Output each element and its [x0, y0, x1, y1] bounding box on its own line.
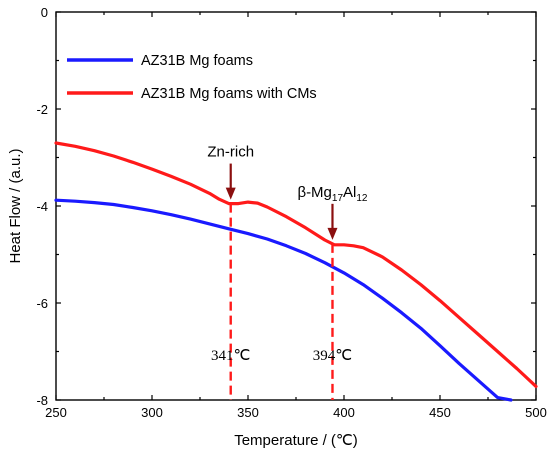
- temp-label-2: 394℃: [313, 348, 352, 364]
- annotation-label-2: β-Mg17Al12: [297, 184, 367, 204]
- y-axis-title: Heat Flow / (a.u.): [7, 148, 24, 263]
- x-tick-label: 300: [141, 405, 163, 420]
- x-tick-label: 350: [237, 405, 259, 420]
- y-tick-label: -6: [36, 296, 48, 311]
- arrow-head-2: [327, 227, 338, 240]
- x-axis-title: Temperature / (℃): [234, 432, 358, 449]
- annotations: Zn-rich 341℃ β-Mg17Al12 394℃: [207, 144, 368, 400]
- x-tick-label: 400: [333, 405, 355, 420]
- series-line-2: [54, 141, 538, 388]
- y-tick-label: -2: [36, 102, 48, 117]
- legend-label-2: AZ31B Mg foams with CMs: [141, 86, 317, 102]
- annotation-label-1: Zn-rich: [207, 144, 254, 161]
- subscript: 17: [332, 193, 344, 204]
- y-tick-label: -8: [36, 393, 48, 408]
- formula-text: β-Mg: [297, 184, 331, 201]
- x-tick-label: 500: [525, 405, 547, 420]
- x-tick-label: 450: [429, 405, 451, 420]
- y-tick-label: 0: [41, 5, 48, 20]
- formula-text: Al: [343, 184, 356, 201]
- subscript: 12: [356, 193, 368, 204]
- temp-label-1: 341℃: [211, 348, 250, 364]
- arrow-head-1: [225, 187, 236, 200]
- ticks: 250 300 350 400 450 500 0 -2 -4 -6 -8: [36, 5, 546, 420]
- legend-label-1: AZ31B Mg foams: [141, 53, 253, 69]
- legend: AZ31B Mg foams AZ31B Mg foams with CMs: [67, 53, 317, 102]
- x-tick-label: 250: [45, 405, 67, 420]
- y-tick-label: -4: [36, 199, 48, 214]
- series-group: [54, 141, 538, 402]
- series-line-1: [54, 198, 513, 402]
